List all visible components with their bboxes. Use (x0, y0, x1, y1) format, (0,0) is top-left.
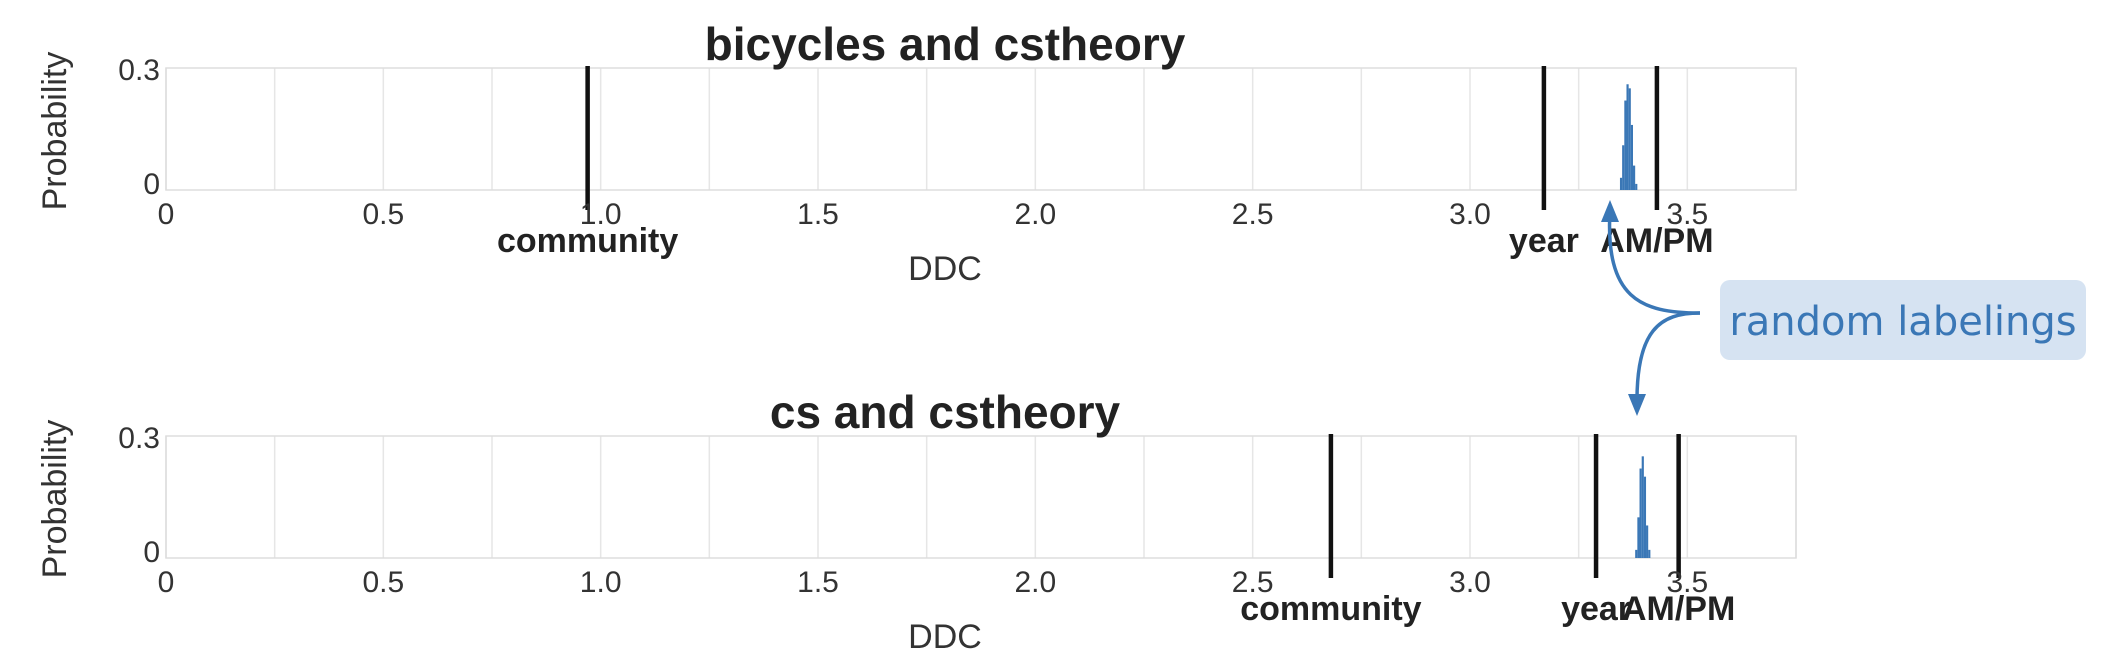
annotation-box (1720, 280, 2086, 360)
x-tick-label: 0 (158, 198, 175, 231)
histogram-bar (1639, 468, 1642, 558)
x-axis-label: DDC (908, 250, 982, 288)
histogram-bar (1641, 456, 1644, 558)
histogram-bar (1624, 100, 1627, 190)
x-tick-label: 1.5 (797, 198, 839, 231)
histogram-bar (1648, 549, 1651, 558)
x-tick-label: 0.5 (362, 198, 404, 231)
x-tick-label: 0.5 (362, 566, 404, 599)
y-tick-label: 0.3 (118, 422, 160, 455)
histogram-bar (1635, 549, 1638, 558)
y-tick-label: 0 (143, 168, 160, 201)
x-tick-label: 2.0 (1014, 198, 1056, 231)
marker-label: AM/PM (1622, 590, 1735, 628)
histogram-bar (1646, 525, 1649, 558)
annotation-arrow-down (1635, 311, 1701, 406)
chart-top: community year AM/PM 0 0.5 1.0 1.5 2.0 2.5 3.0 3.5… (36, 18, 1797, 288)
annotation-arrow-up (1607, 209, 1701, 315)
x-tick-label: 1.0 (580, 198, 622, 231)
y-axis-label: Probability (36, 420, 74, 579)
x-tick-label: 1.0 (580, 566, 622, 599)
x-axis-label: DDC (908, 618, 982, 656)
histogram-bar (1635, 183, 1638, 190)
chart-title: cs and cstheory (770, 386, 1121, 438)
plot-frame (165, 67, 1797, 191)
x-tick-label: 2.5 (1232, 566, 1274, 599)
marker-label: community (1240, 590, 1421, 628)
histogram-bar (1630, 124, 1633, 190)
histogram-bar (1643, 476, 1647, 558)
annotation-arrowhead-down (1628, 394, 1646, 416)
annotation-text: random labelings (1729, 299, 2076, 345)
histogram-bar (1619, 177, 1623, 190)
x-tick-label: 1.5 (797, 566, 839, 599)
marker-label: year (1509, 222, 1579, 260)
x-tick-label: 2.0 (1014, 566, 1056, 599)
plot-frame (165, 435, 1797, 559)
histogram-bar (1633, 165, 1636, 190)
y-axis-label: Probability (36, 52, 74, 211)
random-labelings-annotation: random labelings (1601, 200, 2086, 416)
histogram-bar (1628, 88, 1631, 190)
y-tick-label: 0.3 (118, 54, 160, 87)
marker-label: year (1561, 590, 1631, 628)
histogram-bar (1622, 145, 1625, 190)
x-tick-label: 0 (158, 566, 175, 599)
annotation-arrowhead-up (1601, 200, 1619, 222)
x-tick-label: 3.0 (1449, 566, 1491, 599)
histogram-bar (1637, 517, 1640, 558)
x-tick-label: 3.5 (1666, 566, 1708, 599)
marker-label: community (497, 222, 678, 260)
chart-title: bicycles and cstheory (705, 18, 1186, 70)
x-tick-label: 3.0 (1449, 198, 1491, 231)
x-tick-label: 2.5 (1232, 198, 1274, 231)
histogram-bar (1626, 84, 1629, 190)
y-tick-label: 0 (143, 536, 160, 569)
marker-label: AM/PM (1600, 222, 1713, 260)
x-tick-label: 3.5 (1666, 198, 1708, 231)
